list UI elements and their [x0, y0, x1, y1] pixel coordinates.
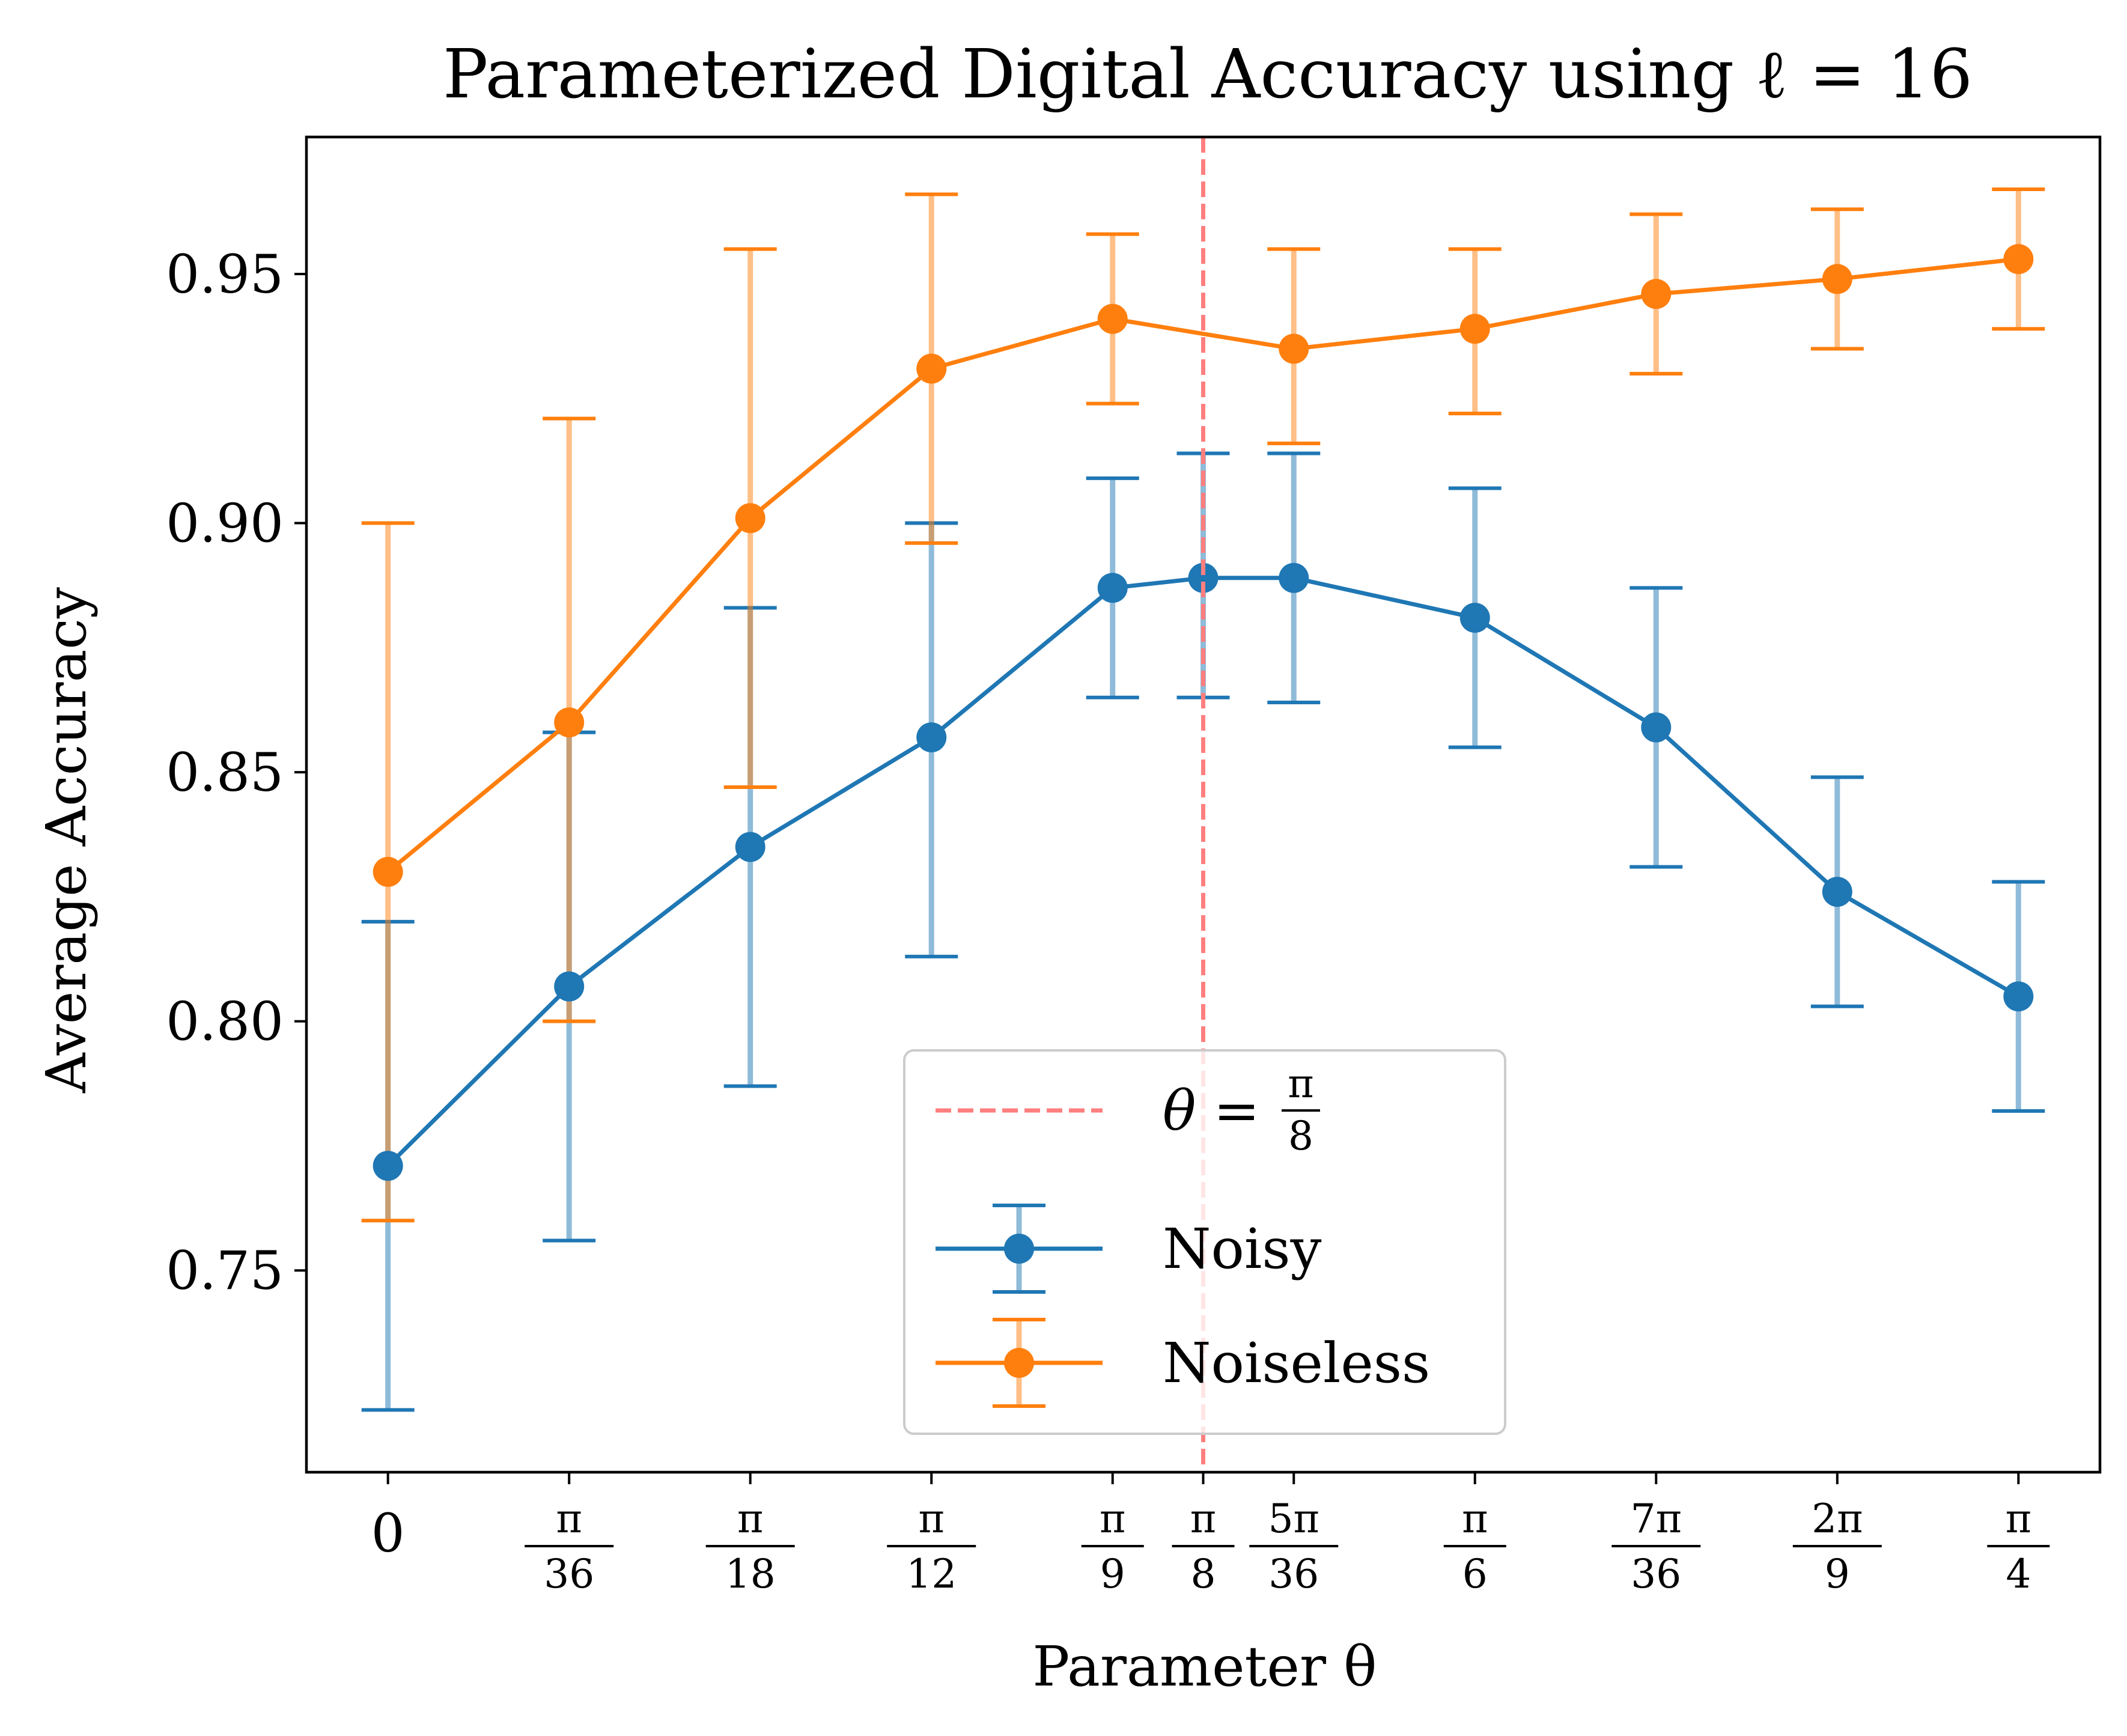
data-point [1822, 264, 1852, 294]
legend-swatch-marker [1004, 1234, 1034, 1264]
legend-label-noiseless: Noiseless [1163, 1331, 1430, 1395]
x-tick-numerator: 5π [1268, 1496, 1319, 1542]
legend-label-noisy: Noisy [1163, 1217, 1322, 1281]
data-point [1459, 603, 1490, 633]
data-point [554, 971, 585, 1002]
legend-fraction-numerator: π [1288, 1061, 1313, 1107]
x-tick-numerator: π [1462, 1496, 1488, 1542]
series-noiseless [373, 244, 2034, 887]
x-tick-numerator: π [919, 1496, 945, 1542]
x-tick-numerator: π [737, 1496, 763, 1542]
data-point [1097, 573, 1128, 603]
x-tick-numerator: π [556, 1496, 582, 1542]
legend-fraction-denominator: 8 [1288, 1113, 1313, 1159]
data-point [1459, 314, 1490, 344]
data-point [554, 707, 585, 738]
legend-entry-noiseless: Noiseless [936, 1318, 1430, 1408]
data-point [1641, 712, 1672, 743]
x-tick-label: π4 [1987, 1496, 2050, 1597]
data-point [373, 1151, 403, 1181]
x-tick-label: π8 [1172, 1496, 1235, 1597]
data-point [1822, 877, 1852, 907]
data-point [2003, 981, 2034, 1012]
x-tick-numerator: 7π [1631, 1496, 1682, 1542]
data-point [916, 722, 947, 753]
x-tick-denominator: 8 [1191, 1551, 1216, 1597]
x-tick-denominator: 9 [1825, 1551, 1850, 1597]
x-tick-denominator: 12 [906, 1551, 957, 1597]
x-tick-label: 0 [371, 1502, 405, 1564]
x-tick-numerator: π [2006, 1496, 2031, 1542]
x-tick-label: π 18 [705, 1496, 795, 1597]
legend-entry-noisy: Noisy [936, 1204, 1322, 1294]
x-tick-numerator: π [1190, 1496, 1216, 1542]
y-tick-label: 0.75 [166, 1240, 284, 1302]
x-tick-label: π 36 [525, 1496, 614, 1597]
x-tick-denominator: 36 [1631, 1551, 1681, 1597]
series-line [386, 257, 2019, 874]
series-noisy [373, 562, 2034, 1181]
legend: θ = π 8 Noisy Noiseless [903, 1049, 1506, 1435]
legend-box [903, 1049, 1506, 1435]
legend-swatch-marker [1004, 1348, 1034, 1378]
plot-area [361, 137, 2045, 1472]
y-axis-label: Average Accuracy [34, 587, 99, 1094]
y-tick-label: 0.85 [166, 742, 284, 803]
x-tick-label-text: 0 [371, 1502, 405, 1564]
y-tick-label: 0.95 [166, 243, 284, 305]
x-tick-denominator: 9 [1100, 1551, 1125, 1597]
chart-title: Parameterized Digital Accuracy using ℓ =… [443, 35, 1973, 114]
data-point [1641, 279, 1672, 309]
x-tick-denominator: 4 [2006, 1551, 2031, 1597]
x-tick-denominator: 36 [544, 1551, 594, 1597]
x-tick-label: 2π9 [1792, 1496, 1882, 1597]
x-tick-denominator: 36 [1268, 1551, 1319, 1597]
x-tick-label: π6 [1443, 1496, 1506, 1597]
data-point [373, 856, 403, 887]
y-tick-label: 0.80 [166, 991, 284, 1053]
x-tick-denominator: 6 [1462, 1551, 1488, 1597]
x-axis-label: Parameter θ [1032, 1634, 1377, 1699]
data-point [1279, 333, 1309, 364]
data-point [735, 503, 765, 534]
x-tick-numerator: π [1100, 1496, 1125, 1542]
data-point [916, 353, 947, 384]
y-tick-label: 0.90 [166, 493, 284, 555]
data-point [1097, 303, 1128, 334]
axes: 0.750.800.850.900.950 π36π18π12π9π85π36π6… [166, 135, 2102, 1597]
data-point [1188, 562, 1219, 593]
data-point [735, 832, 765, 862]
x-tick-numerator: 2π [1812, 1496, 1863, 1542]
x-tick-denominator: 18 [725, 1551, 776, 1597]
data-point [2003, 244, 2034, 275]
legend-entry-reference: θ = π 8 [936, 1061, 1320, 1159]
data-point [1279, 562, 1309, 593]
legend-label-reference: θ = [1163, 1079, 1260, 1143]
x-tick-label: π 12 [887, 1496, 976, 1597]
x-tick-label: π9 [1081, 1496, 1144, 1597]
